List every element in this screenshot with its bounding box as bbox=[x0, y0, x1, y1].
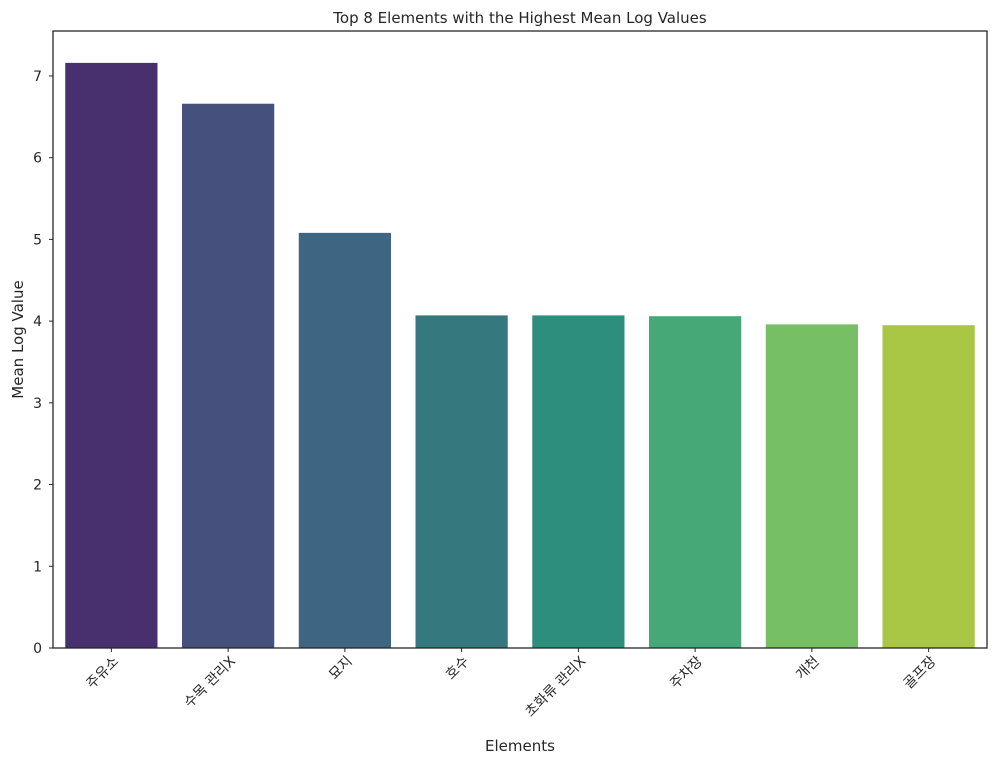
y-tick-label: 5 bbox=[33, 232, 42, 248]
y-tick-label: 1 bbox=[33, 559, 42, 575]
x-tick-label: 골프장 bbox=[901, 653, 940, 692]
plot-frame bbox=[52, 30, 988, 649]
bar-7 bbox=[765, 324, 858, 648]
x-tick-label: 초화류 관리X bbox=[522, 653, 589, 720]
bars-group bbox=[65, 62, 975, 649]
y-tick-label: 3 bbox=[33, 396, 42, 412]
x-tick-label: 묘지 bbox=[326, 654, 356, 684]
bar-5 bbox=[532, 315, 625, 648]
bar-3 bbox=[298, 232, 391, 649]
y-tick-label: 4 bbox=[33, 314, 42, 330]
x-tick-label: 호수 bbox=[443, 653, 473, 683]
x-tick-label: 개천 bbox=[793, 654, 823, 684]
y-tick-label: 2 bbox=[33, 478, 42, 494]
bar-8 bbox=[882, 325, 975, 648]
bar-4 bbox=[415, 315, 508, 648]
x-tick-label: 주차장 bbox=[667, 653, 706, 692]
bar-2 bbox=[182, 103, 275, 649]
y-axis-ticks: 0 1 2 3 4 5 6 7 bbox=[33, 69, 53, 657]
x-axis-label: Elements bbox=[485, 737, 555, 755]
x-tick-label: 주유소 bbox=[84, 653, 123, 692]
x-tick-label: 수목 관리X bbox=[181, 653, 239, 711]
y-tick-label: 7 bbox=[33, 69, 42, 85]
x-axis-ticks: 주유소 수목 관리X 묘지 호수 초화류 관리X 주차장 개천 골프장 bbox=[84, 648, 940, 720]
y-tick-label: 0 bbox=[33, 641, 42, 657]
chart-title: Top 8 Elements with the Highest Mean Log… bbox=[332, 9, 707, 27]
bar-6 bbox=[649, 316, 742, 648]
y-tick-label: 6 bbox=[33, 151, 42, 167]
bar-1 bbox=[65, 62, 158, 649]
y-axis-label: Mean Log Value bbox=[9, 280, 27, 398]
